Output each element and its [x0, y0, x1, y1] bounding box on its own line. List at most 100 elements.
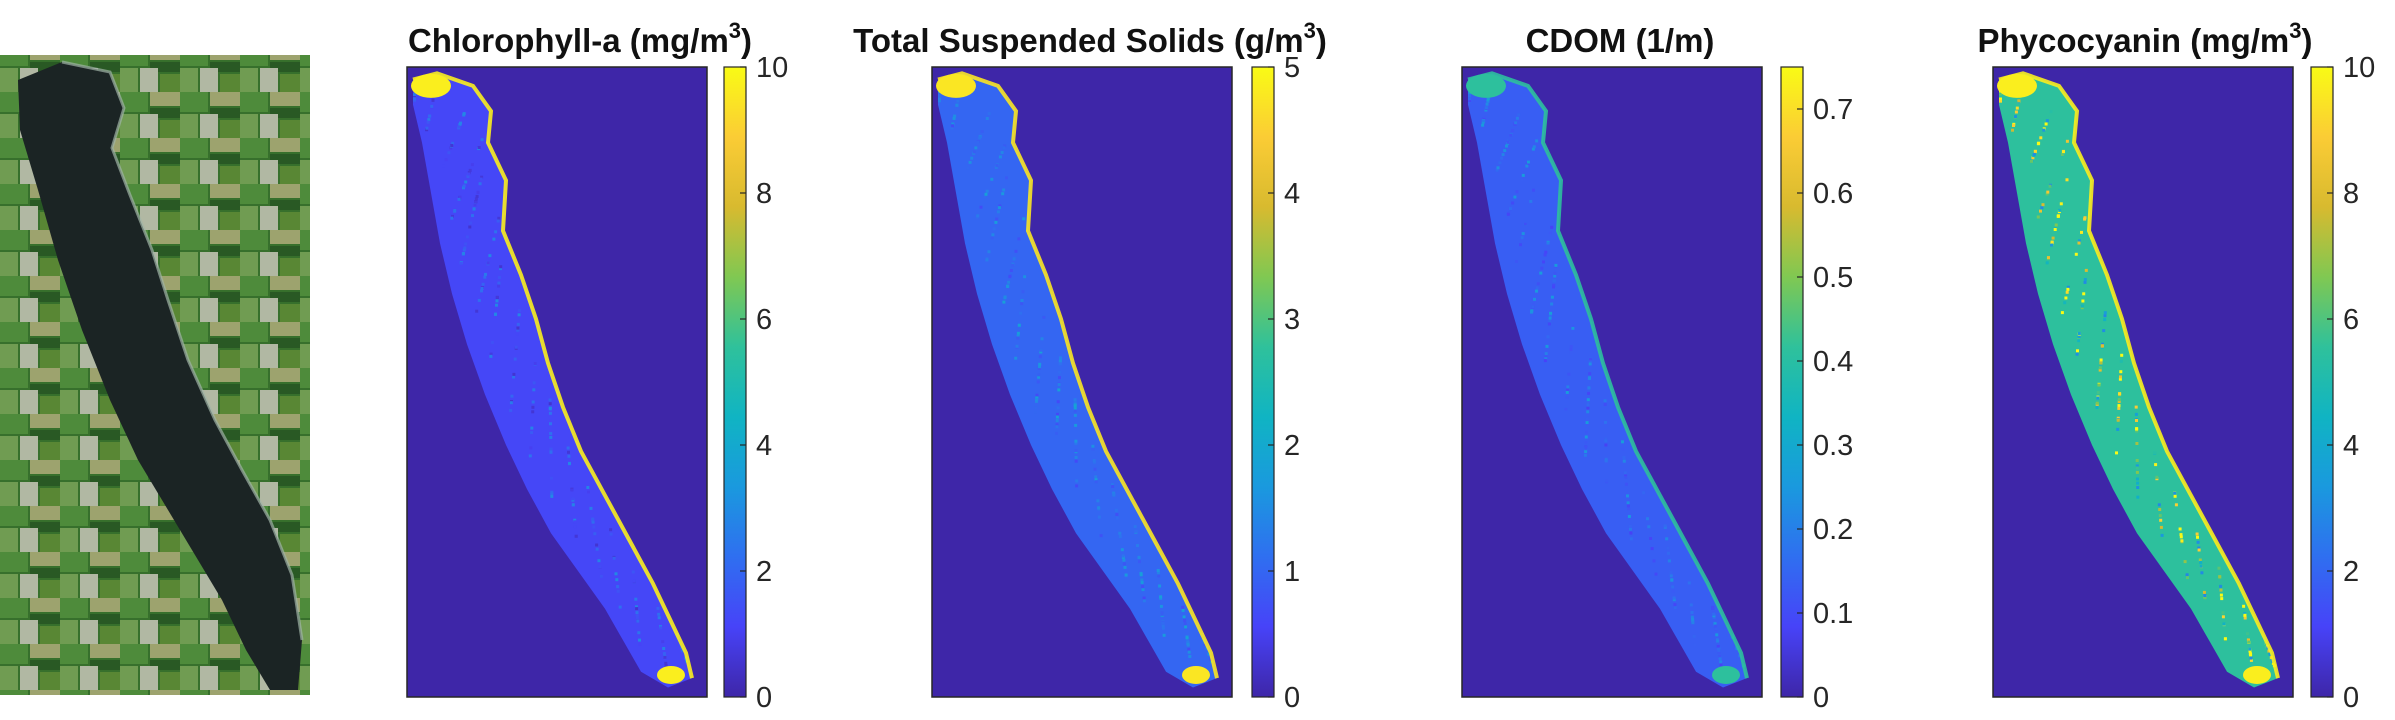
panel-title-unit-close: )	[1316, 22, 1327, 59]
lake-pixel	[413, 93, 416, 96]
south-end-hotspot	[1712, 665, 1740, 684]
lake-pixel	[450, 216, 454, 220]
lake-pixel	[2198, 558, 2202, 562]
lake-pixel	[2074, 252, 2078, 256]
lake-pixel	[1023, 275, 1027, 279]
lake-pixel	[1673, 603, 1677, 607]
lake-pixel	[1549, 311, 1553, 315]
lake-pixel	[566, 446, 570, 450]
lake-speckle	[1468, 87, 1745, 668]
lake-pixel	[1691, 619, 1695, 623]
lake-pixel	[1690, 615, 1694, 619]
lake-pixel	[1039, 348, 1043, 352]
lake-pixel	[549, 450, 553, 454]
lake-pixel	[994, 166, 998, 170]
lake-pixel	[2186, 576, 2189, 580]
lake-pixel	[2243, 616, 2247, 620]
lake-pixel	[1652, 559, 1656, 563]
lake-pixel	[528, 454, 532, 458]
lake-pixel	[2045, 261, 2049, 265]
lake-pixel	[532, 381, 536, 385]
lake-pixel	[2117, 400, 2121, 403]
lake-pixel	[1006, 285, 1010, 288]
panel-title-name: Total Suspended Solids	[853, 22, 1234, 59]
lake-pixel	[1005, 176, 1008, 180]
lake-pixel	[483, 275, 487, 279]
lake-pixel	[2268, 651, 2272, 655]
lake-pixel	[2039, 136, 2043, 140]
lake-pixel	[2246, 638, 2250, 642]
lake-pixel	[2217, 566, 2221, 570]
lake-pixel	[548, 398, 552, 402]
lake-pixel	[2249, 653, 2253, 657]
panel-title-exponent: 3	[1304, 18, 1316, 43]
lake-pixel	[1484, 108, 1488, 112]
lake-pixel	[1057, 383, 1061, 386]
lake-pixel	[598, 565, 602, 569]
lake-pixel	[2200, 571, 2204, 575]
lake-pixel	[2203, 594, 2207, 597]
lake-pixel	[1158, 584, 1162, 588]
lake-pixel	[549, 422, 552, 426]
lake-pixel	[1123, 565, 1127, 569]
lake-pixel	[490, 341, 494, 344]
lake-pixel	[2083, 278, 2087, 281]
lake-pixel	[516, 328, 520, 332]
lake-pixel	[1002, 146, 1006, 150]
lake-pixel	[1689, 603, 1693, 607]
lake-pixel	[636, 619, 640, 623]
lake-pixel	[1161, 626, 1165, 630]
lake-pixel	[1544, 352, 1548, 356]
colorbar	[723, 66, 747, 698]
lake-pixel	[1552, 283, 1556, 287]
lake-pixel	[1585, 418, 1589, 422]
lake-pixel	[499, 267, 502, 271]
lake-pixel	[1207, 652, 1211, 656]
lake-pixel	[1142, 596, 1146, 600]
lake-pixel	[2196, 540, 2200, 544]
colorbar-tick-label: 6	[2343, 304, 2359, 336]
lake-pixel	[1621, 440, 1624, 444]
lake-pixel	[2185, 573, 2189, 577]
lake-pixel	[1017, 323, 1021, 327]
lake-pixel	[2099, 361, 2103, 365]
lake-pixel	[991, 233, 995, 237]
lake-pixel	[1525, 164, 1529, 168]
lake-pixel	[550, 494, 554, 498]
lake-pixel	[2243, 613, 2247, 617]
lake-pixel	[1016, 331, 1020, 335]
lake-pixel	[1553, 274, 1557, 278]
lake-pixel	[468, 225, 472, 229]
lake-pixel	[1484, 106, 1488, 110]
lake-pixel	[1500, 156, 1504, 160]
lake-pixel	[2116, 418, 2120, 422]
lake-pixel	[2136, 481, 2140, 485]
lake-pixel	[1552, 279, 1556, 283]
lake-pixel	[2242, 604, 2246, 608]
lake-pixel	[1161, 624, 1165, 628]
lake-pixel	[1716, 639, 1720, 643]
lake-pixel	[637, 631, 641, 635]
lake-pixel	[1586, 410, 1590, 414]
colorbar-tick-label: 4	[756, 430, 772, 462]
lake-pixel	[1074, 456, 1078, 459]
lake-pixel	[2047, 256, 2050, 260]
lake-pixel	[475, 194, 479, 198]
lake-pixel	[1539, 271, 1543, 275]
colorbar-tick-label: 8	[756, 178, 772, 210]
lake-pixel	[1649, 537, 1653, 540]
lake-pixel	[1629, 529, 1633, 533]
lake-pixel	[469, 221, 473, 225]
lake-pixel	[1037, 373, 1041, 377]
lake-pixel	[1184, 625, 1188, 629]
lake-pixel	[480, 175, 484, 179]
lake-pixel	[1587, 376, 1591, 380]
lake-pixel	[1034, 406, 1038, 410]
lake-pixel	[997, 206, 1001, 210]
panel-title-exponent: 3	[2289, 18, 2301, 43]
lake-pixel	[1604, 439, 1608, 443]
lake-pixel	[1692, 634, 1696, 638]
lake-pixel	[2115, 451, 2118, 455]
lake-pixel	[609, 532, 613, 536]
lake-speckle	[938, 85, 1214, 669]
